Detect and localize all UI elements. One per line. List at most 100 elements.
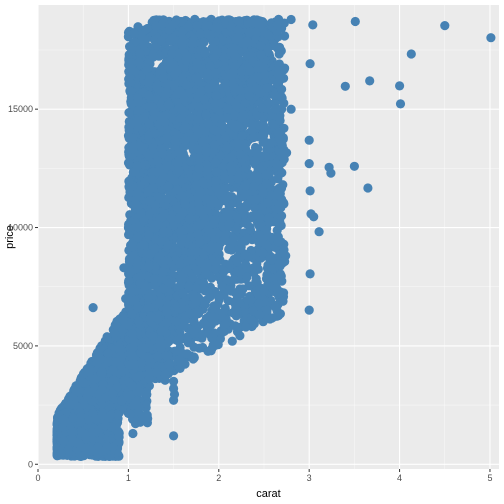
data-point (249, 182, 259, 192)
data-point (135, 48, 146, 59)
data-point (188, 354, 198, 364)
data-point (142, 413, 152, 423)
data-point (274, 271, 284, 281)
data-point (92, 348, 102, 358)
data-point (274, 219, 284, 229)
data-point (65, 400, 75, 410)
data-point (102, 333, 113, 343)
data-point (257, 130, 268, 140)
data-point (135, 272, 145, 282)
data-point (275, 42, 285, 53)
data-point (249, 202, 259, 212)
data-point (125, 409, 135, 419)
data-point (124, 257, 135, 267)
data-point (151, 21, 161, 32)
data-point (125, 133, 135, 143)
data-point (274, 14, 284, 24)
data-point (257, 103, 267, 113)
data-point (130, 360, 140, 371)
data-point (262, 263, 273, 273)
data-point (273, 237, 283, 247)
data-point (242, 233, 252, 243)
data-point (124, 125, 134, 135)
data-point (133, 106, 143, 116)
data-point (224, 219, 234, 229)
data-point (271, 104, 281, 114)
data-point (268, 119, 278, 129)
data-point (103, 348, 113, 358)
data-point (123, 158, 134, 168)
data-point (275, 74, 285, 85)
data-point (124, 276, 134, 286)
data-point (124, 230, 134, 240)
data-point (126, 64, 136, 74)
data-point (246, 315, 257, 325)
data-point (270, 302, 280, 312)
data-point (240, 190, 250, 200)
data-point (264, 170, 274, 180)
data-point (136, 30, 146, 40)
data-point (251, 210, 261, 220)
data-point (220, 319, 231, 330)
data-point (254, 298, 264, 309)
data-point (137, 358, 147, 368)
data-point (128, 342, 138, 353)
data-point (258, 248, 268, 258)
data-point (127, 309, 137, 319)
data-point (78, 378, 89, 388)
data-point (222, 275, 232, 285)
data-point (133, 93, 143, 103)
data-point (83, 387, 93, 397)
data-point (224, 244, 234, 254)
data-point (213, 299, 223, 309)
data-point (277, 168, 287, 178)
data-point (220, 229, 230, 239)
data-point (258, 137, 268, 147)
data-point (103, 357, 113, 367)
data-point (182, 332, 192, 342)
data-point (176, 357, 186, 367)
data-point (189, 342, 199, 352)
data-point (127, 350, 137, 360)
data-point (232, 257, 242, 267)
data-point (133, 303, 143, 313)
data-point (108, 365, 118, 375)
data-point (156, 36, 167, 46)
data-point (197, 330, 207, 340)
data-point (124, 177, 134, 187)
data-points (52, 14, 496, 461)
data-point (89, 374, 99, 384)
data-point (133, 222, 143, 232)
data-point (128, 144, 138, 154)
data-point (125, 42, 135, 52)
data-point (133, 116, 143, 126)
data-point (129, 28, 139, 38)
data-point (134, 402, 144, 412)
data-point (155, 51, 165, 61)
data-point (261, 179, 272, 189)
data-point (277, 140, 287, 150)
data-point (124, 108, 134, 118)
data-point (85, 365, 95, 375)
data-point (135, 181, 145, 191)
data-point (249, 133, 259, 143)
data-point (235, 331, 245, 341)
data-point (127, 381, 137, 391)
data-point (124, 72, 135, 83)
data-point (218, 265, 228, 275)
data-point (280, 31, 290, 41)
data-point (228, 234, 238, 244)
data-point (273, 190, 283, 200)
data-point (207, 312, 217, 322)
data-point (209, 328, 219, 338)
data-point (242, 263, 252, 273)
data-point (251, 149, 262, 159)
data-point (273, 289, 283, 299)
data-point (142, 390, 152, 400)
data-point (139, 240, 149, 250)
data-point (275, 115, 285, 126)
data-point (254, 221, 264, 231)
data-point (109, 328, 119, 338)
data-point (223, 210, 233, 220)
data-point (71, 387, 81, 397)
